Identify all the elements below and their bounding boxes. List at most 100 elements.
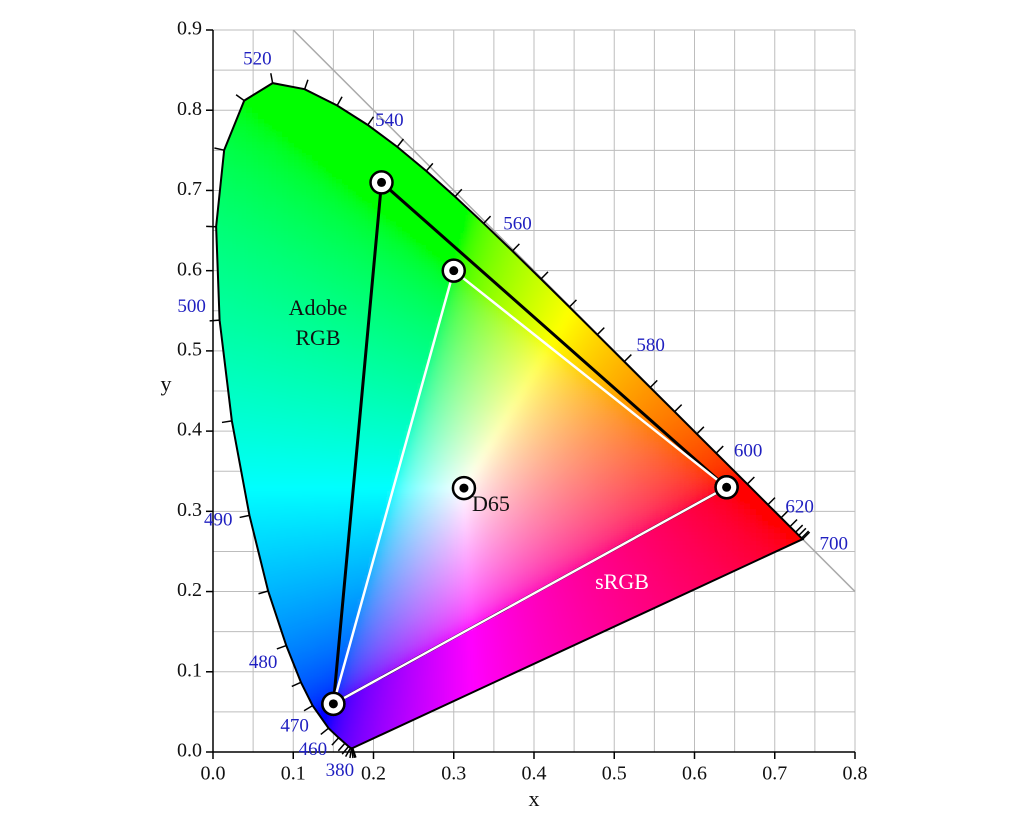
color-cell — [594, 125, 601, 132]
color-cell — [552, 131, 559, 138]
color-cell — [576, 335, 583, 342]
color-cell — [306, 371, 313, 378]
color-cell — [564, 89, 571, 96]
color-cell — [762, 203, 769, 210]
color-cell — [504, 197, 511, 204]
color-cell — [378, 239, 385, 246]
color-cell — [222, 245, 229, 252]
color-cell — [552, 293, 559, 300]
color-cell — [702, 137, 709, 144]
color-cell — [624, 263, 631, 270]
color-cell — [630, 317, 637, 324]
color-cell — [582, 221, 589, 228]
color-cell — [456, 221, 463, 228]
color-cell — [516, 311, 523, 318]
color-cell — [570, 215, 577, 222]
color-cell — [504, 365, 511, 372]
color-cell — [744, 365, 751, 372]
color-cell — [258, 179, 265, 186]
color-cell — [534, 341, 541, 348]
color-cell — [606, 359, 613, 366]
color-cell — [624, 113, 631, 120]
color-cell — [504, 287, 511, 294]
color-cell — [480, 275, 487, 282]
color-cell — [330, 365, 337, 372]
color-cell — [264, 161, 271, 168]
color-cell — [612, 167, 619, 174]
color-cell — [330, 191, 337, 198]
color-cell — [708, 101, 715, 108]
color-cell — [522, 299, 529, 306]
color-cell — [306, 113, 313, 120]
color-cell — [252, 329, 259, 336]
color-cell — [606, 251, 613, 258]
color-cell — [492, 341, 499, 348]
color-cell — [228, 197, 235, 204]
color-cell — [648, 239, 655, 246]
color-cell — [234, 311, 241, 318]
color-cell — [540, 209, 547, 216]
color-cell — [750, 257, 757, 264]
color-cell — [234, 227, 241, 234]
color-cell — [558, 191, 565, 198]
color-cell — [594, 239, 601, 246]
color-cell — [726, 299, 733, 306]
color-cell — [438, 143, 445, 150]
color-cell — [540, 251, 547, 258]
color-cell — [714, 251, 721, 258]
color-cell — [240, 269, 247, 276]
color-cell — [552, 281, 559, 288]
color-cell — [462, 329, 469, 336]
color-cell — [594, 317, 601, 324]
color-cell — [792, 269, 799, 276]
color-cell — [456, 335, 463, 342]
color-cell — [372, 293, 379, 300]
color-cell — [282, 161, 289, 168]
color-cell — [600, 263, 607, 270]
color-cell — [576, 329, 583, 336]
color-cell — [426, 245, 433, 252]
color-cell — [450, 311, 457, 318]
color-cell — [648, 311, 655, 318]
color-cell — [408, 185, 415, 192]
color-cell — [564, 215, 571, 222]
color-cell — [234, 101, 241, 108]
color-cell — [588, 119, 595, 126]
color-cell — [780, 275, 787, 282]
color-cell — [330, 131, 337, 138]
color-cell — [408, 173, 415, 180]
color-cell — [396, 371, 403, 378]
color-cell — [450, 335, 457, 342]
color-cell — [594, 137, 601, 144]
color-cell — [546, 179, 553, 186]
color-cell — [456, 317, 463, 324]
color-cell — [534, 245, 541, 252]
color-cell — [696, 323, 703, 330]
color-cell — [324, 113, 331, 120]
color-cell — [498, 287, 505, 294]
color-cell — [216, 257, 223, 264]
color-cell — [750, 119, 757, 126]
color-cell — [726, 311, 733, 318]
color-cell — [642, 89, 649, 96]
color-cell — [606, 113, 613, 120]
color-cell — [558, 341, 565, 348]
color-cell — [606, 263, 613, 270]
color-cell — [744, 239, 751, 246]
color-cell — [420, 263, 427, 270]
color-cell — [486, 113, 493, 120]
color-cell — [378, 341, 385, 348]
color-cell — [474, 365, 481, 372]
color-cell — [600, 197, 607, 204]
color-cell — [732, 311, 739, 318]
color-cell — [648, 83, 655, 84]
color-cell — [804, 221, 811, 228]
color-cell — [546, 113, 553, 120]
color-cell — [588, 221, 595, 228]
color-cell — [252, 251, 259, 258]
color-cell — [216, 119, 223, 126]
color-cell — [726, 131, 733, 138]
color-cell — [426, 293, 433, 300]
color-cell — [768, 221, 775, 228]
color-cell — [486, 179, 493, 186]
